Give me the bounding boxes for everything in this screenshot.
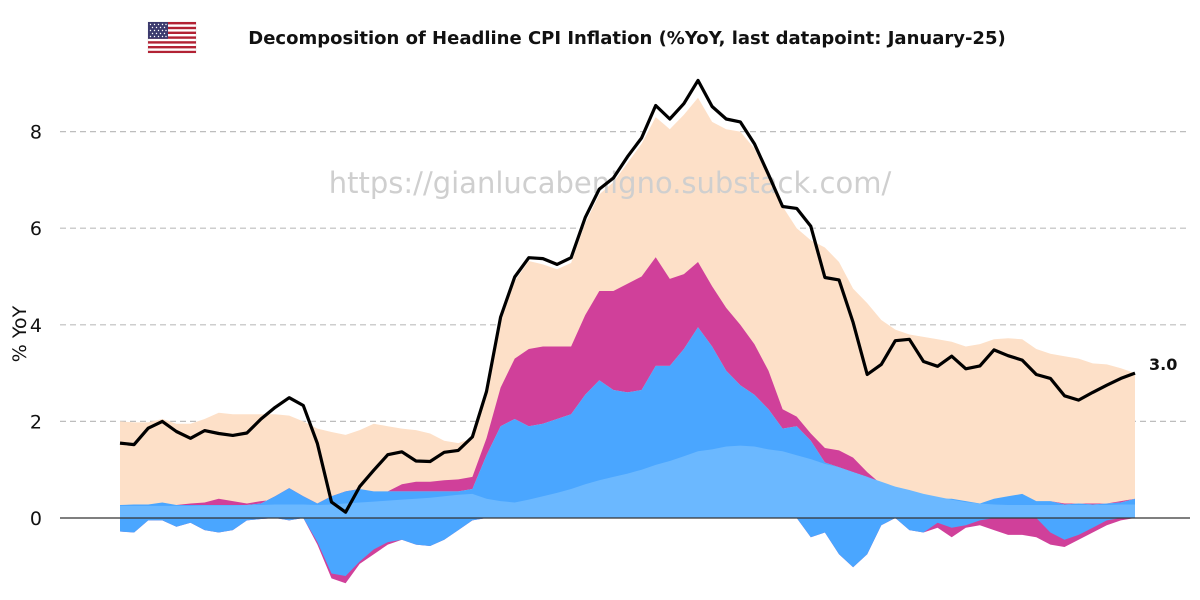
y-tick-label: 2 [30,411,42,433]
magenta-area-positive [120,257,1135,505]
chart-title: Decomposition of Headline CPI Inflation … [248,28,1005,49]
line-series [119,78,1136,514]
y-axis-ticks: 0 2 4 6 8 [30,122,42,530]
headline-cpi-line [119,78,1136,514]
blue-area-positive [120,327,1135,518]
blue-area-negative [120,518,1135,576]
us-flag-icon [147,21,197,54]
area-series [60,97,1190,584]
y-axis-label: % YoY [9,305,31,362]
blue-inner-area [120,445,1135,518]
watermark: https://gianlucabenigno.substack.com/ [329,166,892,200]
y-tick-label: 6 [30,218,42,240]
last-value-label: 3.0 [1149,355,1177,374]
y-tick-label: 0 [30,508,42,530]
magenta-area-negative [120,518,1135,584]
y-tick-label: 8 [30,122,42,144]
y-tick-label: 4 [30,315,42,337]
